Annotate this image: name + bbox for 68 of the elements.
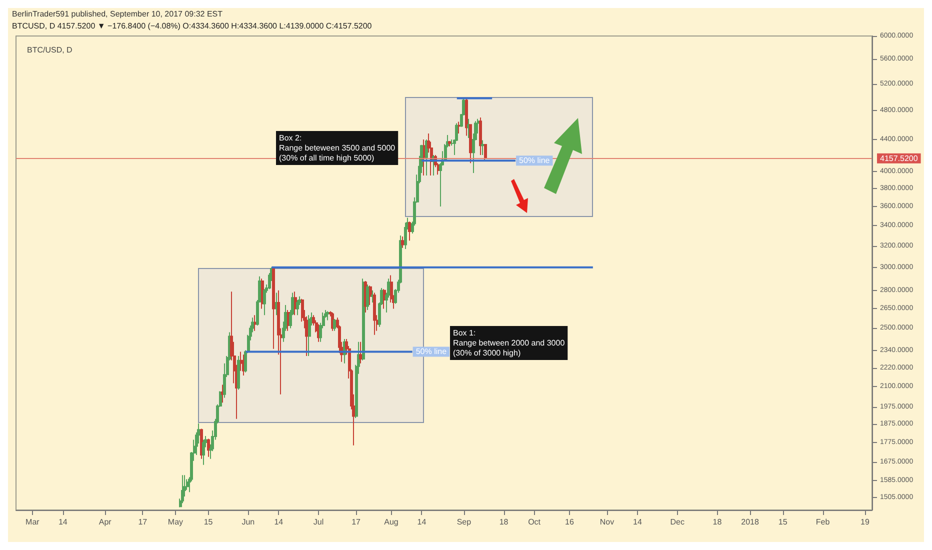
- x-tick-label: 18: [712, 518, 722, 526]
- candlestick: [326, 310, 329, 321]
- x-tick-label: 17: [138, 518, 148, 526]
- x-tick-label: Feb: [816, 518, 830, 526]
- x-tick-label: Nov: [600, 518, 614, 526]
- x-tick-label: Jul: [313, 518, 324, 526]
- x-tick-label: 16: [565, 518, 574, 526]
- x-tick-label: 19: [860, 518, 870, 526]
- x-tick-label: Sep: [456, 518, 472, 526]
- annotation: 50% line: [416, 347, 448, 356]
- candlestick: [242, 354, 245, 376]
- x-tick-label: 15: [778, 518, 788, 526]
- candlestick: [366, 284, 369, 311]
- x-tick-label: Mar: [26, 518, 40, 526]
- candlestick: [296, 300, 299, 316]
- x-tick-label: Jun: [242, 518, 255, 526]
- candlestick: [263, 288, 266, 316]
- candlestick: [423, 139, 426, 176]
- chart-subtitle: BTCUSD, D 4157.5200 ▼ −176.8400 (−4.08%) O:4334.3600 H:4334.3600 L:4139.0000 C:4157.5200: [12, 22, 372, 30]
- candlestick: [465, 98, 468, 136]
- x-tick-label: 15: [204, 518, 214, 526]
- candlestick: [448, 140, 451, 147]
- candlestick: [484, 144, 487, 160]
- candlestick: [202, 439, 205, 466]
- x-tick-label: Dec: [670, 518, 684, 526]
- candlestick: [408, 221, 411, 242]
- candlestick: [240, 351, 243, 372]
- annotation: Box 2: Range beteween 3500 and 5000 (30% of all time high 5000): [279, 134, 396, 162]
- candlestick: [404, 222, 407, 250]
- candlestick: [333, 318, 336, 332]
- candlestick: [479, 117, 482, 156]
- x-tick-label: 2018: [741, 518, 760, 526]
- candlestick: [254, 314, 257, 332]
- candlestick: [369, 285, 372, 306]
- x-tick-label: 18: [499, 518, 509, 526]
- text: BTC/USD, D: [27, 46, 73, 54]
- x-tick-label: Aug: [384, 518, 398, 526]
- x-tick-label: 14: [417, 518, 427, 526]
- candlestick: [481, 140, 484, 156]
- candlestick: [207, 438, 210, 458]
- candlestick: [272, 267, 275, 350]
- candlestick: [467, 118, 470, 139]
- candlestick: [359, 341, 362, 364]
- candlestick: [317, 324, 320, 342]
- annotation: 50% line: [519, 156, 550, 166]
- candlestick: [308, 314, 311, 357]
- candlestick: [221, 384, 224, 404]
- candlestick: [294, 291, 297, 316]
- x-tick-label: 14: [633, 518, 642, 526]
- candlestick: [371, 290, 374, 304]
- annotation: Box 1: Range between 2000 and 3000 (30% of 3000 high): [453, 328, 566, 358]
- candlestick: [469, 124, 472, 164]
- x-tick-label: 17: [352, 518, 362, 526]
- text: BerlinTrader591 published, September 10, 2017 09:32 EST: [12, 10, 223, 18]
- candlestick: [401, 236, 404, 248]
- x-tick-label: 14: [58, 518, 68, 526]
- candlestick: [458, 121, 461, 134]
- x-tick-label: Oct: [528, 518, 542, 526]
- candlestick: [383, 288, 386, 310]
- x-tick-label: Apr: [98, 518, 112, 526]
- candlestick: [237, 356, 240, 390]
- x-tick-label: 14: [274, 518, 284, 526]
- candlestick: [181, 474, 184, 504]
- ref-line-label: 4157.5200: [880, 154, 918, 163]
- candlestick: [425, 139, 428, 176]
- candlestick: [275, 292, 278, 316]
- x-tick-label: May: [168, 518, 184, 526]
- candlestick: [373, 292, 376, 336]
